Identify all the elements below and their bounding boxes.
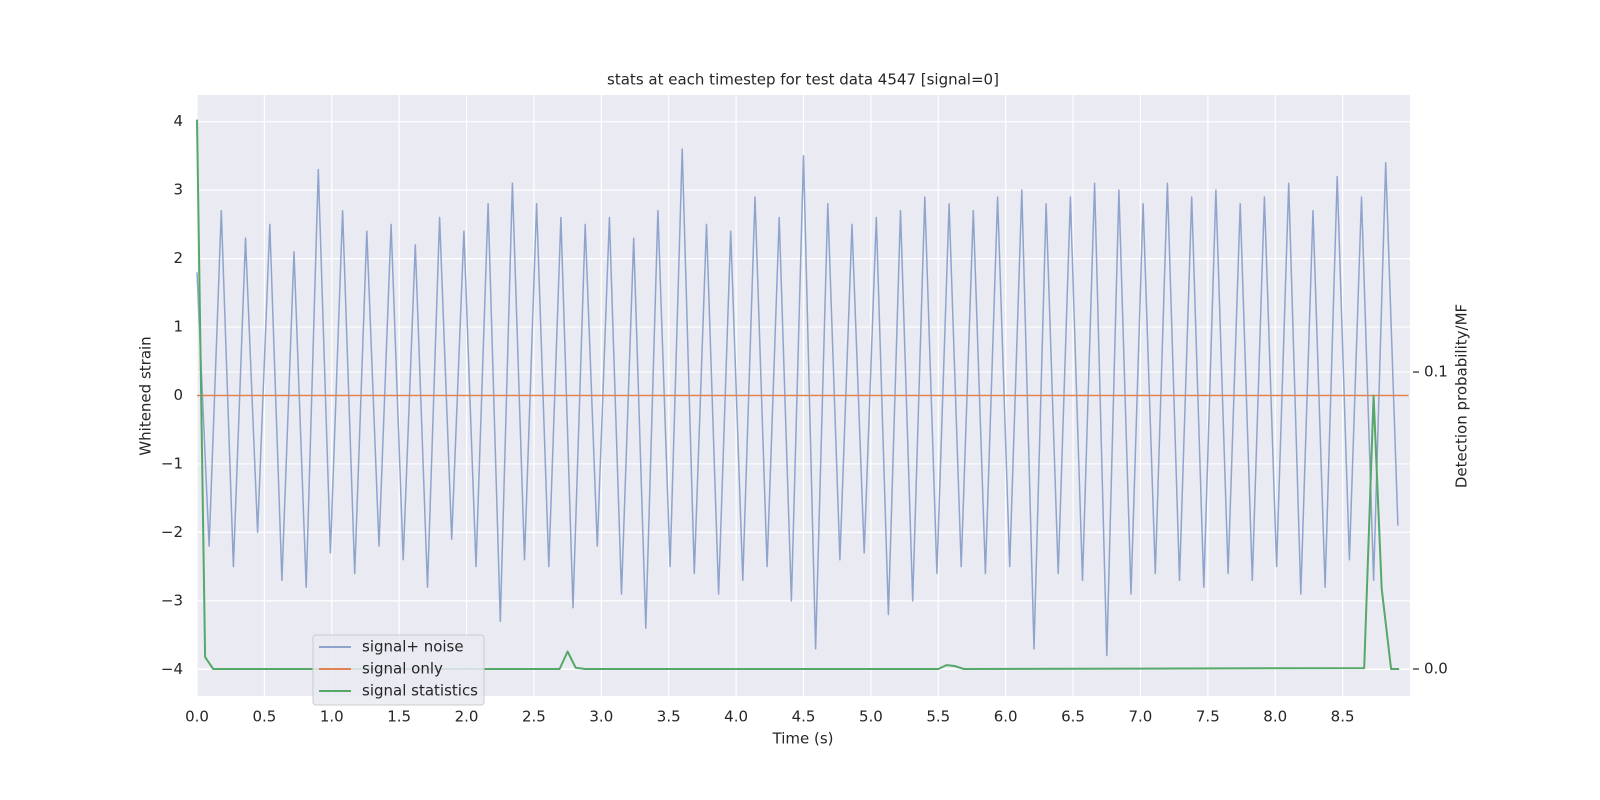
x-axis-label: Time (s)	[772, 730, 834, 748]
x-tick-label: 5.5	[926, 708, 950, 726]
legend: signal+ noise signal only signal statistic…	[312, 634, 485, 706]
y-tick-label: −1	[161, 454, 183, 472]
x-tick-label: 8.5	[1331, 708, 1355, 726]
x-tick-label: 4.0	[724, 708, 748, 726]
x-tick-label: 2.5	[522, 708, 546, 726]
legend-label: signal+ noise	[362, 638, 464, 656]
legend-box	[312, 634, 485, 706]
y-tick-label: −4	[161, 660, 183, 678]
y-tick-label: 4	[173, 112, 183, 130]
x-tick-label: 7.0	[1129, 708, 1153, 726]
x-tick-label: 6.0	[994, 708, 1018, 726]
x-tick-label: 3.0	[589, 708, 613, 726]
x-tick-label: 4.5	[792, 708, 816, 726]
y2-tick-label: 0.0	[1424, 659, 1448, 677]
y-tick-label: 2	[173, 249, 183, 267]
y-tick-label: 0	[173, 386, 183, 404]
x-tick-label: 2.0	[455, 708, 479, 726]
x-tick-label: 6.5	[1061, 708, 1085, 726]
x-tick-label: 7.5	[1196, 708, 1220, 726]
legend-label: signal only	[362, 660, 443, 678]
x-tick-label: 3.5	[657, 708, 681, 726]
series-line	[196, 148, 1399, 657]
y2-tick-label: 0.1	[1424, 363, 1448, 381]
x-tick-label: 1.5	[387, 708, 411, 726]
y-tick-label: 1	[173, 318, 183, 336]
x-tick-label: 5.0	[859, 708, 883, 726]
x-tick-label: 1.0	[320, 708, 344, 726]
y-tick-label: −3	[161, 591, 183, 609]
y-tick-label: 3	[173, 181, 183, 199]
legend-label: signal statistics	[362, 682, 478, 700]
x-tick-label: 0.0	[185, 708, 209, 726]
chart-title: stats at each timestep for test data 454…	[607, 71, 999, 89]
x-tick-label: 8.0	[1263, 708, 1287, 726]
y-tick-label: −2	[161, 523, 183, 541]
x-tick-label: 0.5	[252, 708, 276, 726]
y2-axis-label: Detection probability/MF	[1453, 304, 1471, 488]
y-axis-label: Whitened strain	[137, 336, 155, 455]
